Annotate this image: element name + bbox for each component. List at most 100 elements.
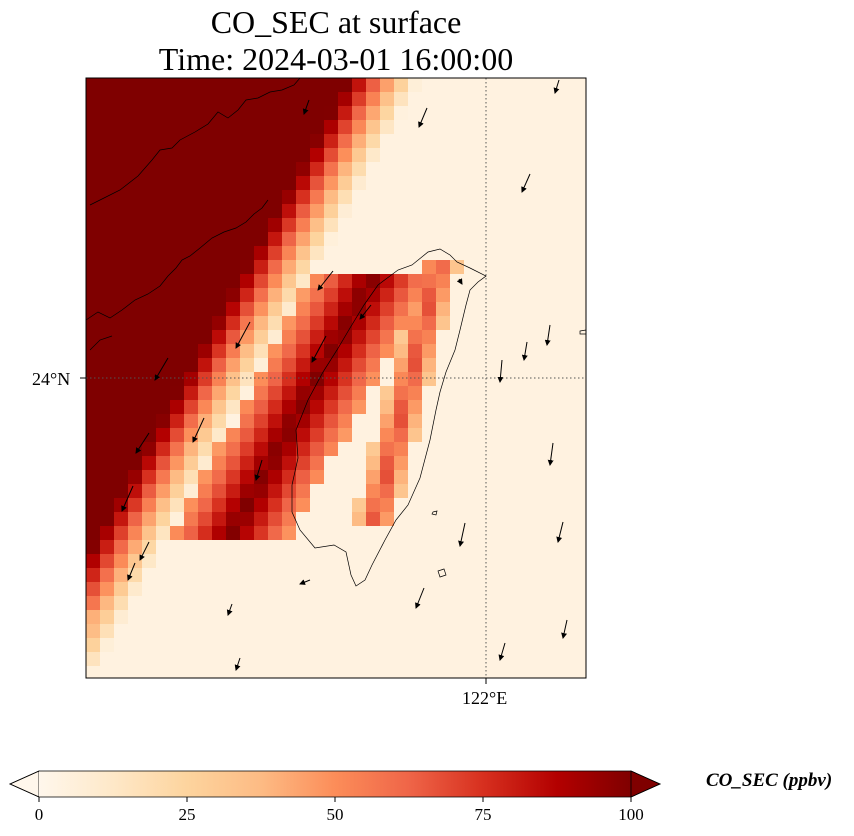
map-title-line-1: CO_SEC at surface xyxy=(210,4,462,40)
field-cell xyxy=(212,372,227,387)
field-cell xyxy=(142,78,157,93)
field-cell xyxy=(464,484,479,499)
field-cell xyxy=(114,512,129,527)
field-cell xyxy=(492,498,507,513)
field-cell xyxy=(422,484,437,499)
field-cell xyxy=(492,428,507,443)
field-cell xyxy=(226,190,241,205)
field-cell xyxy=(478,92,493,107)
field-cell xyxy=(170,414,185,429)
field-cell xyxy=(394,386,409,401)
field-cell xyxy=(86,624,101,639)
field-cell xyxy=(296,260,311,275)
field-cell xyxy=(492,232,507,247)
field-cell xyxy=(366,162,381,177)
field-cell xyxy=(548,344,563,359)
field-cell xyxy=(324,386,339,401)
field-cell xyxy=(282,582,297,597)
field-cell xyxy=(198,358,213,373)
field-cell xyxy=(128,274,143,289)
field-cell xyxy=(268,372,283,387)
field-cell xyxy=(282,190,297,205)
field-cell xyxy=(240,400,255,415)
field-cell xyxy=(198,246,213,261)
field-cell xyxy=(86,484,101,499)
field-cell xyxy=(464,666,479,678)
field-cell xyxy=(198,498,213,513)
field-cell xyxy=(422,92,437,107)
field-cell xyxy=(338,372,353,387)
field-cell xyxy=(422,442,437,457)
field-cell xyxy=(352,512,367,527)
field-cell xyxy=(520,470,535,485)
field-cell xyxy=(282,638,297,653)
field-cell xyxy=(562,372,577,387)
field-cell xyxy=(548,176,563,191)
field-cell xyxy=(114,302,129,317)
field-cell xyxy=(534,218,549,233)
field-cell xyxy=(422,414,437,429)
field-cell xyxy=(254,372,269,387)
field-cell xyxy=(520,596,535,611)
field-cell xyxy=(324,582,339,597)
field-cell xyxy=(310,134,325,149)
field-cell xyxy=(506,120,521,135)
field-cell xyxy=(422,512,437,527)
field-cell xyxy=(408,568,423,583)
field-cell xyxy=(114,106,129,121)
field-cell xyxy=(296,134,311,149)
field-cell xyxy=(268,414,283,429)
field-cell xyxy=(352,652,367,667)
field-cell xyxy=(450,526,465,541)
field-cell xyxy=(212,344,227,359)
field-cell xyxy=(366,610,381,625)
field-cell xyxy=(394,176,409,191)
field-cell xyxy=(408,288,423,303)
field-cell xyxy=(548,372,563,387)
field-cell xyxy=(492,148,507,163)
field-cell xyxy=(366,596,381,611)
field-cell xyxy=(492,176,507,191)
field-cell xyxy=(408,218,423,233)
field-cell xyxy=(576,540,586,555)
field-cell xyxy=(170,456,185,471)
field-cell xyxy=(548,302,563,317)
field-cell xyxy=(548,610,563,625)
field-cell xyxy=(366,484,381,499)
field-cell xyxy=(562,330,577,345)
field-cell xyxy=(226,358,241,373)
field-cell xyxy=(142,232,157,247)
field-cell xyxy=(422,638,437,653)
field-cell xyxy=(450,176,465,191)
wind-arrow xyxy=(311,335,327,363)
field-cell xyxy=(450,470,465,485)
field-cell xyxy=(268,442,283,457)
field-cell xyxy=(86,260,101,275)
colorbar-label: CO_SEC (ppbv) xyxy=(706,770,833,791)
field-cell xyxy=(492,120,507,135)
field-cell xyxy=(450,400,465,415)
field-cell xyxy=(198,554,213,569)
field-cell xyxy=(450,218,465,233)
field-cell xyxy=(562,554,577,569)
field-cell xyxy=(226,428,241,443)
field-cell xyxy=(114,610,129,625)
field-cell xyxy=(212,498,227,513)
field-cell xyxy=(86,372,101,387)
field-cell xyxy=(478,316,493,331)
field-cell xyxy=(464,400,479,415)
field-cell xyxy=(254,288,269,303)
field-cell xyxy=(338,470,353,485)
field-cell xyxy=(254,596,269,611)
field-cell xyxy=(450,540,465,555)
field-cell xyxy=(520,302,535,317)
field-cell xyxy=(380,582,395,597)
field-cell xyxy=(184,344,199,359)
field-cell xyxy=(408,316,423,331)
field-cell xyxy=(380,638,395,653)
field-cell xyxy=(86,288,101,303)
field-cell xyxy=(282,162,297,177)
wind-arrow xyxy=(458,522,466,547)
field-cell xyxy=(450,582,465,597)
field-cell xyxy=(408,414,423,429)
